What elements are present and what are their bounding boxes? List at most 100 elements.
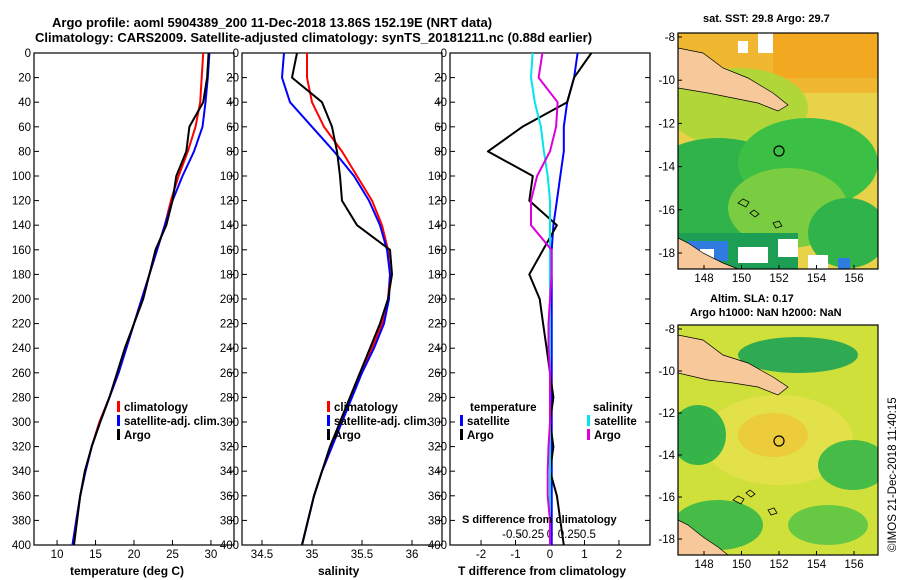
depth-tick-label: 200 xyxy=(220,294,239,306)
series-line-s-argo xyxy=(530,52,559,545)
s-difference-label: S difference from climatology xyxy=(462,514,618,526)
depth-tick-label: 60 xyxy=(434,122,447,134)
x-tick-label: 10 xyxy=(51,549,64,561)
legend-argo: Argo xyxy=(334,430,361,442)
series-line-climatology xyxy=(301,53,391,546)
depth-tick-label: 20 xyxy=(226,73,239,85)
series-line-argo xyxy=(73,52,210,546)
depth-tick-label: 120 xyxy=(12,196,31,208)
depth-tick-label: 0 xyxy=(233,48,239,60)
depth-tick-label: 180 xyxy=(12,269,31,281)
legend-t-satellite: satellite xyxy=(467,416,510,428)
legend-argo: Argo xyxy=(124,430,151,442)
legend-swatch-climatology xyxy=(117,401,120,412)
depth-tick-label: 220 xyxy=(428,319,447,331)
difference-xlabel: T difference from climatology xyxy=(458,564,626,578)
temperature-series xyxy=(71,52,211,546)
sla-map-title-1: Altim. SLA: 0.17 xyxy=(710,293,794,305)
lon-tick-label: 152 xyxy=(769,559,788,571)
series-line-satellite-adj-clim- xyxy=(281,52,391,546)
depth-tick-label: 60 xyxy=(226,122,239,134)
salinity-depth-ticks: 0 20 40 60 80 100 120 140 160 180 200 220 240 260 280 3… xyxy=(220,48,442,552)
lon-tick-label: 152 xyxy=(769,273,788,285)
legend-swatch-s-satellite xyxy=(587,415,590,426)
sla-map-title-2: Argo h1000: NaN h2000: NaN xyxy=(690,307,842,319)
depth-tick-label: 280 xyxy=(220,392,239,404)
salinity-series xyxy=(281,52,393,546)
x-tick-label: 0 xyxy=(547,549,553,561)
salinity-panel: 0 20 40 60 80 100 120 140 160 180 200 220 240 260 280 3… xyxy=(220,48,443,578)
lat-tick-label: -10 xyxy=(658,366,675,378)
temperature-axes-frame xyxy=(33,52,235,546)
lon-tick-label: 148 xyxy=(694,273,713,285)
legend-t-argo: Argo xyxy=(467,430,494,442)
depth-tick-label: 400 xyxy=(428,540,447,552)
legend-swatch-satellite-adj xyxy=(327,415,330,426)
s-tick-label: -0.25 xyxy=(518,529,544,541)
lon-tick-label: 156 xyxy=(844,273,863,285)
legend-swatch-satellite-adj xyxy=(117,415,120,426)
depth-tick-label: 340 xyxy=(12,466,31,478)
depth-tick-label: 80 xyxy=(226,146,239,158)
depth-tick-label: 100 xyxy=(220,171,239,183)
depth-tick-label: 40 xyxy=(226,97,239,109)
temperature-x-ticks: 10 15 20 25 30 xyxy=(51,540,217,561)
depth-tick-label: 140 xyxy=(12,220,31,232)
depth-tick-label: 180 xyxy=(220,269,239,281)
depth-tick-label: 400 xyxy=(12,540,31,552)
legend-satellite-adj: satellite-adj. clim. xyxy=(334,416,430,428)
sla-map-image xyxy=(678,325,878,555)
depth-tick-label: 160 xyxy=(220,245,239,257)
legend-swatch-t-satellite xyxy=(460,415,463,426)
depth-tick-label: 0 xyxy=(441,48,447,60)
depth-tick-label: 380 xyxy=(220,515,239,527)
depth-tick-label: 260 xyxy=(428,368,447,380)
sla-map: Altim. SLA: 0.17 Argo h1000: NaN h2000: … xyxy=(658,293,879,571)
lat-tick-label: -12 xyxy=(658,118,675,130)
legend-swatch-s-argo xyxy=(587,429,590,440)
depth-tick-label: 280 xyxy=(12,392,31,404)
sst-map-title: sat. SST: 29.8 Argo: 29.7 xyxy=(703,13,830,25)
depth-tick-label: 0 xyxy=(25,48,31,60)
depth-tick-label: 200 xyxy=(12,294,31,306)
depth-tick-label: 260 xyxy=(12,368,31,380)
legend-swatch-argo xyxy=(327,429,330,440)
difference-panel: 0204060801001201401601802002202402602803… xyxy=(428,48,651,578)
legend-swatch-climatology xyxy=(327,401,330,412)
legend-swatch-t-argo xyxy=(460,429,463,440)
x-tick-label: 2 xyxy=(616,549,622,561)
depth-tick-label: 60 xyxy=(18,122,31,134)
x-tick-label: -2 xyxy=(476,549,486,561)
series-line-t-argo xyxy=(486,52,593,546)
depth-tick-label: 180 xyxy=(428,269,447,281)
depth-tick-label: 80 xyxy=(434,146,447,158)
depth-tick-label: 140 xyxy=(220,220,239,232)
x-tick-label: -1 xyxy=(510,549,520,561)
x-tick-label: 1 xyxy=(581,549,587,561)
depth-tick-label: 20 xyxy=(18,73,31,85)
depth-tick-label: 160 xyxy=(12,245,31,257)
depth-tick-label: 360 xyxy=(220,491,239,503)
x-tick-label: 34.5 xyxy=(251,549,273,561)
lat-tick-label: -8 xyxy=(665,324,675,336)
depth-tick-label: 160 xyxy=(428,245,447,257)
salinity-axes-frame xyxy=(241,52,443,546)
depth-tick-label: 120 xyxy=(220,196,239,208)
legend-s-argo: Argo xyxy=(594,430,621,442)
depth-tick-label: 120 xyxy=(428,196,447,208)
title-line-1: Argo profile: aoml 5904389_200 11-Dec-20… xyxy=(52,15,492,30)
depth-tick-label: 140 xyxy=(428,220,447,232)
s-tick-label: 0.5 xyxy=(580,529,596,541)
depth-tick-label: 100 xyxy=(428,171,447,183)
legend-climatology: climatology xyxy=(334,402,399,414)
depth-tick-label: 240 xyxy=(428,343,447,355)
sla-lon-ticks: 148 150 152 154 156 xyxy=(694,551,864,571)
depth-tick-label: 400 xyxy=(220,540,239,552)
depth-tick-label: 260 xyxy=(220,368,239,380)
sst-map-frame xyxy=(677,32,879,270)
title-line-2: Climatology: CARS2009. Satellite-adjuste… xyxy=(35,30,592,45)
sst-lat-ticks: -8 -10 -12 -14 -16 -18 xyxy=(658,32,682,260)
depth-tick-label: 380 xyxy=(428,515,447,527)
depth-tick-label: 360 xyxy=(428,491,447,503)
